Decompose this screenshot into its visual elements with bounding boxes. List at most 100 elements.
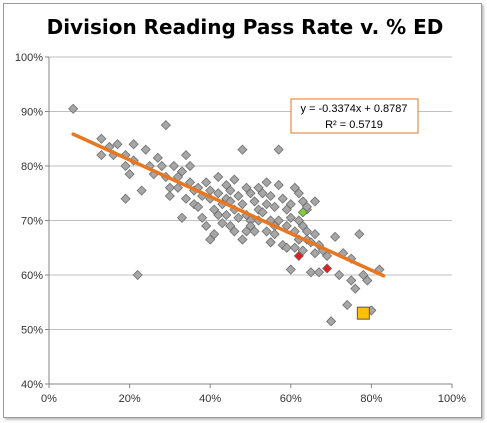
x-tick-label: 100%	[438, 393, 466, 405]
data-point	[350, 283, 361, 294]
data-point	[273, 180, 284, 191]
data-point	[229, 174, 240, 185]
data-point	[120, 193, 131, 204]
y-tick-label: 60%	[21, 270, 43, 282]
data-point	[221, 209, 232, 221]
data-point	[176, 212, 188, 223]
data-point	[213, 209, 224, 221]
red-point	[293, 250, 304, 261]
data-point	[156, 160, 167, 172]
data-point	[330, 231, 341, 242]
data-point	[269, 229, 280, 240]
data-point	[132, 269, 143, 281]
y-tick-label: 40%	[21, 379, 43, 391]
data-point	[269, 201, 280, 212]
data-point	[184, 160, 196, 172]
data-point	[285, 199, 296, 210]
data-point	[225, 185, 236, 196]
data-point	[305, 267, 317, 278]
y-tick-label: 100%	[15, 52, 43, 64]
data-point	[245, 188, 256, 199]
data-point	[209, 229, 220, 240]
red-point	[322, 263, 333, 274]
data-point	[152, 152, 163, 163]
data-point	[96, 133, 107, 144]
data-point	[261, 226, 272, 237]
chart-title: Division Reading Pass Rate v. % ED	[47, 15, 444, 39]
data-point	[140, 144, 151, 155]
data-point	[233, 190, 244, 202]
data-point	[293, 188, 304, 199]
data-point	[261, 199, 272, 210]
data-point	[342, 299, 353, 311]
data-point	[354, 229, 365, 240]
data-point	[201, 177, 212, 188]
data-point	[213, 188, 224, 199]
data-point	[172, 182, 184, 193]
data-point	[249, 196, 260, 207]
data-point	[180, 193, 192, 204]
data-point	[285, 212, 296, 223]
r-squared-label: R² = 0.5719	[325, 119, 383, 131]
data-point	[273, 215, 284, 226]
x-tick-label: 20%	[119, 393, 141, 405]
y-tick-label: 70%	[21, 216, 43, 228]
data-point	[96, 150, 107, 161]
plot-area: 40% 50% 60% 70% 80% 90% 100% 0% 20% 40% 60% 80% 100%…	[15, 52, 466, 405]
data-point	[313, 267, 325, 278]
data-point	[160, 120, 171, 131]
data-point	[176, 166, 188, 177]
data-point	[265, 190, 276, 202]
data-point	[309, 196, 321, 207]
data-point	[168, 160, 179, 172]
trendline-equation: y = -0.3374x + 0.8787	[300, 103, 407, 115]
data-point	[213, 171, 224, 182]
y-tick-label: 80%	[21, 161, 43, 173]
data-point	[197, 212, 208, 223]
data-point	[309, 248, 321, 259]
data-point	[261, 177, 272, 188]
data-point	[180, 150, 192, 161]
data-point	[257, 207, 268, 218]
data-point	[237, 234, 248, 245]
y-tick-label: 90%	[21, 107, 43, 119]
data-point	[322, 250, 333, 261]
data-point	[273, 144, 284, 155]
equation-box	[290, 98, 419, 134]
highlight-point	[356, 306, 370, 320]
x-tick-label: 80%	[360, 393, 382, 405]
y-tick-label: 50%	[21, 325, 43, 337]
data-point	[124, 169, 135, 180]
data-point	[237, 199, 248, 210]
chart-frame: Division Reading Pass Rate v. % ED 40% 50…	[3, 3, 482, 418]
data-point	[237, 144, 248, 155]
data-point	[334, 269, 345, 281]
data-point	[289, 242, 300, 253]
x-tick-label: 0%	[41, 393, 57, 405]
data-point	[277, 193, 288, 204]
data-point	[164, 190, 175, 202]
x-tick-label: 60%	[280, 393, 302, 405]
data-point	[128, 139, 139, 150]
data-point	[249, 226, 260, 237]
data-point	[309, 229, 321, 240]
data-point	[201, 220, 212, 232]
data-point	[257, 188, 268, 199]
data-point	[136, 185, 147, 196]
data-point	[285, 264, 296, 275]
data-point	[265, 237, 276, 248]
data-point	[326, 316, 337, 327]
data-point	[217, 218, 228, 229]
data-point	[229, 226, 240, 237]
trendline	[71, 132, 386, 278]
x-tick-label: 40%	[199, 393, 221, 405]
data-point	[281, 242, 292, 253]
data-point	[346, 275, 357, 286]
data-point	[233, 212, 244, 223]
data-point	[362, 275, 373, 286]
scatter-chart: Division Reading Pass Rate v. % ED 40% 50…	[15, 15, 466, 405]
data-point	[193, 201, 204, 212]
green-point	[297, 207, 308, 218]
data-point	[68, 103, 79, 114]
data-point	[112, 139, 123, 150]
